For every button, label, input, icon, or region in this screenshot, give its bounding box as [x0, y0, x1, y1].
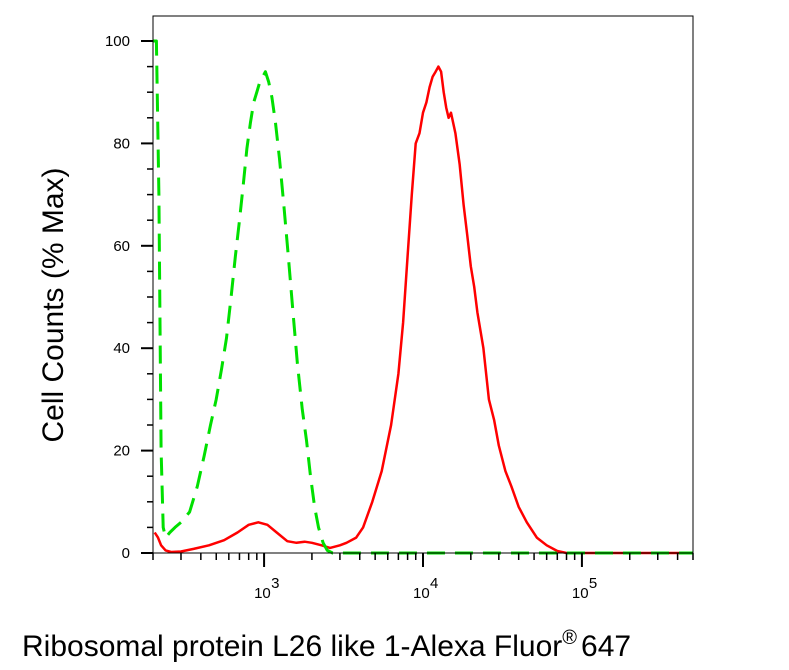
- y-tick-label: 0: [122, 545, 130, 562]
- x-tick-label: 10: [254, 585, 271, 602]
- plot-frame: [152, 15, 694, 554]
- x-tick-label-exponent: 5: [589, 575, 597, 592]
- x-tick-label-exponent: 3: [271, 575, 279, 592]
- x-tick-label: 10: [572, 585, 589, 602]
- y-tick-label: 80: [113, 135, 130, 152]
- y-axis: 0 20 40 60 80 100: [105, 33, 153, 562]
- series-line-1: [153, 65, 693, 555]
- x-tick-label: 10: [413, 585, 430, 602]
- series-line-2: [153, 39, 693, 555]
- x-axis-title-registered-mark: ®: [562, 627, 577, 649]
- x-tick-label-exponent: 4: [430, 575, 438, 592]
- x-axis-title-main: Ribosomal protein L26 like 1-Alexa Fluor: [22, 630, 562, 663]
- y-tick-label: 20: [113, 443, 130, 460]
- series-layer: [153, 39, 693, 555]
- y-tick-label: 100: [105, 33, 130, 50]
- x-axis-title-tail: 647: [581, 630, 631, 663]
- y-tick-label: 40: [113, 340, 130, 357]
- y-axis-title: Cell Counts (% Max): [37, 167, 70, 442]
- x-axis-title: Ribosomal protein L26 like 1-Alexa Fluor…: [22, 627, 631, 663]
- y-tick-label: 60: [113, 238, 130, 255]
